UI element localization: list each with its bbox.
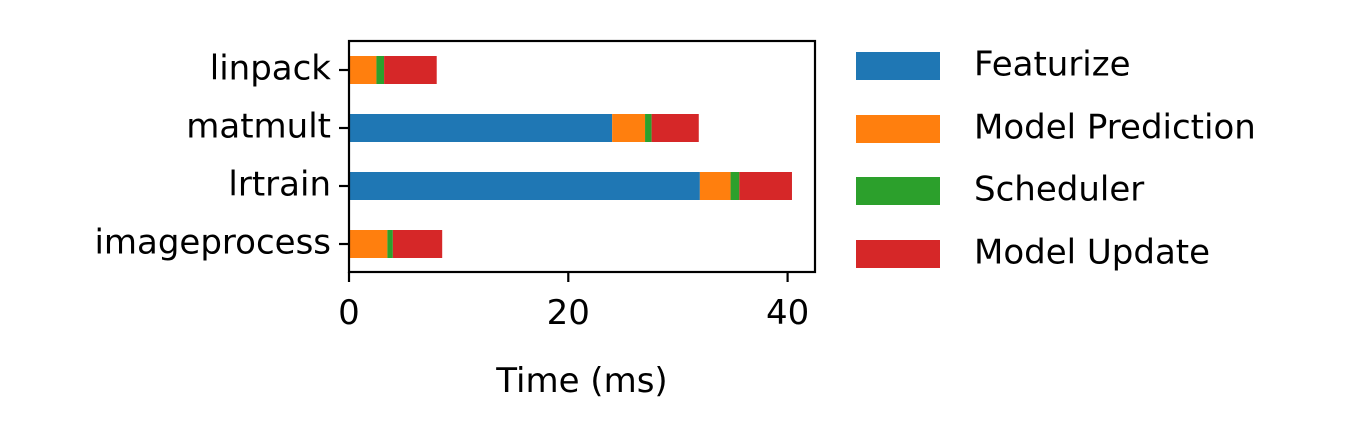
bar-matmult-scheduler [645, 114, 652, 142]
legend-label-scheduler: Scheduler [974, 170, 1144, 210]
x-tick-label-0: 0 [338, 293, 360, 333]
bar-linpack-scheduler [376, 56, 385, 84]
x-axis: 0 20 40 [338, 272, 809, 333]
legend-swatch-model-update [856, 240, 940, 268]
bar-lrtrain-scheduler [730, 172, 740, 200]
bar-lrtrain-model-prediction [699, 172, 731, 200]
x-tick-label-20: 20 [547, 293, 590, 333]
y-tick-label-lrtrain: lrtrain [228, 165, 331, 205]
bar-linpack-model-prediction [349, 56, 377, 84]
legend-swatch-model-prediction [856, 115, 940, 143]
bar-lrtrain-featurize [349, 172, 700, 200]
x-tick-label-40: 40 [766, 293, 809, 333]
y-axis: linpack matmult lrtrain imageprocess [94, 49, 349, 263]
bar-matmult-model-update [651, 114, 699, 142]
legend-label-model-update: Model Update [974, 233, 1210, 273]
bars-layer [349, 56, 792, 258]
bar-imageprocess-model-update [392, 230, 443, 258]
legend-label-model-prediction: Model Prediction [974, 108, 1256, 148]
bar-matmult-model-prediction [612, 114, 646, 142]
legend-swatch-featurize [856, 52, 940, 80]
y-tick-label-matmult: matmult [186, 107, 331, 147]
legend: Featurize Model Prediction Scheduler Model … [856, 45, 1256, 273]
legend-swatch-scheduler [856, 177, 940, 205]
bar-imageprocess-model-prediction [349, 230, 388, 258]
bar-lrtrain-model-update [739, 172, 792, 200]
y-tick-label-linpack: linpack [210, 49, 332, 89]
bar-linpack-model-update [384, 56, 437, 84]
x-axis-title: Time (ms) [495, 361, 667, 401]
y-tick-label-imageprocess: imageprocess [94, 223, 331, 263]
bar-matmult-featurize [349, 114, 613, 142]
legend-label-featurize: Featurize [974, 45, 1131, 85]
plot-frame [347, 39, 817, 274]
bar-imageprocess-scheduler [387, 230, 393, 258]
